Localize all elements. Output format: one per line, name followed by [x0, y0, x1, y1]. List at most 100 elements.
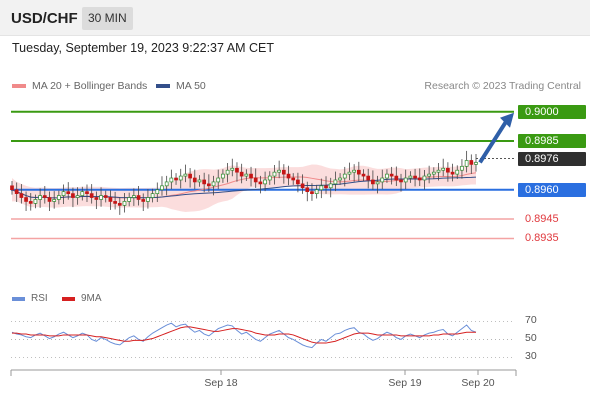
candle: [52, 191, 57, 209]
candle: [146, 189, 150, 209]
candle-body: [361, 173, 366, 177]
candle-body: [38, 195, 42, 200]
candle: [24, 191, 28, 211]
candle: [94, 191, 99, 210]
candle-body: [413, 175, 417, 179]
candle-body: [366, 175, 371, 181]
candle: [61, 184, 66, 204]
candle-body: [235, 167, 239, 173]
candle: [394, 166, 399, 187]
candle-body: [188, 173, 192, 179]
candle: [183, 164, 188, 183]
candle-body: [89, 193, 94, 198]
rsi-tick-label: 70: [525, 314, 537, 327]
level-tag-0-8935: 0.8935: [525, 232, 559, 245]
candle: [286, 165, 291, 186]
candle: [38, 188, 42, 208]
candle-body: [146, 197, 150, 202]
forecast-arrow-head-icon: [500, 112, 514, 128]
candle: [267, 171, 272, 185]
legend-rsi: RSI: [12, 293, 48, 304]
candle-body: [239, 171, 244, 177]
candle: [436, 163, 441, 181]
candle: [28, 193, 33, 211]
x-tick-label: Sep 20: [461, 377, 495, 389]
candle-body: [249, 173, 253, 179]
candle: [57, 190, 61, 205]
level-tag-0-9000: 0.9000: [518, 104, 586, 119]
candle: [235, 162, 239, 182]
candle-body: [216, 177, 221, 183]
legend-rsi-label: RSI: [31, 293, 48, 304]
candle-body: [197, 179, 202, 183]
candle: [258, 175, 263, 194]
candle-body: [33, 199, 38, 204]
candle: [328, 177, 333, 198]
candle: [75, 187, 80, 205]
candle: [103, 190, 108, 203]
candle-body: [42, 195, 47, 198]
candle: [333, 171, 338, 192]
candle-body: [286, 173, 291, 179]
candle-body: [141, 199, 146, 202]
candle-body: [333, 179, 338, 185]
candle-body: [75, 195, 80, 198]
candle-body: [310, 191, 314, 194]
candle-body: [211, 181, 216, 187]
level-tag-0-8976: 0.8976: [518, 151, 586, 166]
candle: [127, 192, 132, 207]
candle-body: [352, 169, 356, 173]
candle-body: [230, 167, 235, 171]
candle: [464, 150, 469, 173]
candle-body: [385, 173, 389, 179]
candle-body: [47, 197, 52, 202]
candle: [225, 163, 230, 183]
candle: [197, 175, 202, 187]
candle: [291, 173, 296, 185]
candle: [446, 162, 450, 182]
candle: [47, 191, 52, 211]
candle-body: [441, 167, 446, 171]
candle-body: [455, 169, 460, 175]
candle-body: [291, 177, 296, 181]
candle-body: [305, 187, 310, 193]
candle-body: [328, 183, 333, 189]
candle-body: [160, 185, 164, 191]
candle: [230, 158, 235, 177]
candle: [300, 174, 305, 194]
candle: [305, 181, 310, 202]
candle: [408, 171, 413, 183]
candle: [427, 165, 431, 184]
candle-body: [192, 177, 197, 183]
candle-body: [253, 177, 258, 183]
candle-body: [164, 181, 169, 187]
candle-body: [258, 181, 263, 185]
candle: [211, 175, 216, 196]
candle-body: [319, 185, 324, 191]
candle: [371, 170, 375, 190]
candle: [99, 187, 103, 207]
candle: [253, 168, 258, 188]
candle: [33, 194, 38, 209]
candle-body: [356, 169, 361, 175]
candle: [342, 166, 347, 187]
timeframe-button[interactable]: 30 MIN: [82, 7, 133, 30]
candle-body: [380, 177, 385, 183]
candle: [338, 173, 342, 185]
candle-body: [394, 175, 399, 181]
candle-body: [127, 197, 132, 202]
candle-body: [52, 199, 57, 202]
candle: [10, 180, 14, 195]
instrument-name: USD/CHF: [11, 10, 78, 27]
candle-body: [403, 177, 408, 183]
rsi-tick-label: 50: [525, 332, 537, 345]
candle-body: [85, 191, 89, 194]
candle-body: [19, 193, 24, 198]
candle-body: [431, 171, 436, 175]
level-tag-0-8945: 0.8945: [525, 212, 559, 225]
candle-body: [174, 177, 178, 181]
candle: [155, 182, 160, 203]
candle: [296, 172, 300, 193]
candle: [366, 168, 371, 189]
